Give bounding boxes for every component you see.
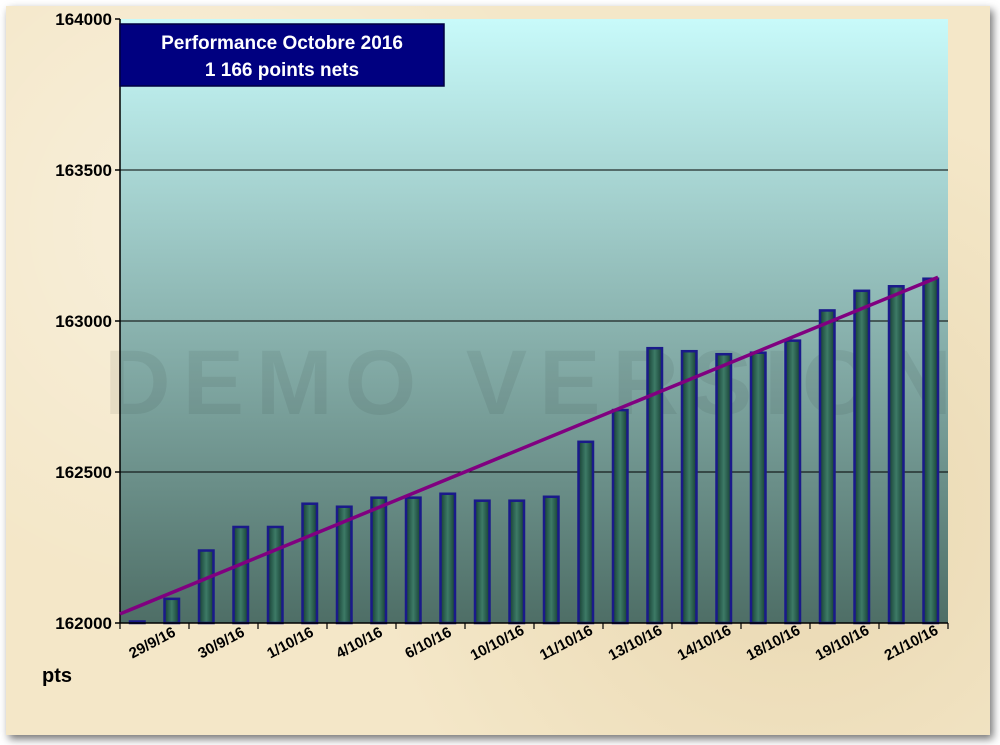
chart-title: Performance Octobre 2016 <box>161 33 403 54</box>
trend-line <box>119 275 939 616</box>
watermark: DEMO VERSION <box>104 332 964 434</box>
bar <box>887 285 905 625</box>
bar <box>611 408 629 625</box>
x-tick-label: 14/10/16 <box>675 622 735 664</box>
bar <box>922 277 940 625</box>
grid-lines <box>120 169 948 473</box>
bar <box>680 349 698 625</box>
title-box: Performance Octobre 2016 1 166 points ne… <box>119 23 445 87</box>
x-tick-label: 29/9/16 <box>126 624 178 663</box>
x-tick-label: 10/10/16 <box>468 622 528 664</box>
bar <box>404 496 422 625</box>
bar <box>853 289 871 625</box>
y-tick-labels: 162000 162500 163000 163500 164000 <box>55 10 112 633</box>
x-tick-label: 6/10/16 <box>402 624 454 663</box>
x-tick-label: 4/10/16 <box>333 624 385 663</box>
bar <box>784 339 802 625</box>
x-tick-label: 21/10/16 <box>882 622 942 664</box>
x-tick-label: 1/10/16 <box>264 624 316 663</box>
bar <box>749 351 767 625</box>
x-tick-label: 13/10/16 <box>606 622 666 664</box>
bar <box>197 549 215 625</box>
y-tick-label: 163500 <box>55 161 112 180</box>
y-tick-label: 162000 <box>55 614 112 633</box>
bar <box>439 492 457 625</box>
bar <box>577 440 595 625</box>
bar <box>301 502 319 625</box>
y-tick-label: 162500 <box>55 463 112 482</box>
bar <box>508 499 526 625</box>
y-axis-unit-label: pts <box>42 665 72 687</box>
chart-subtitle: 1 166 points nets <box>205 60 359 81</box>
bar <box>232 525 250 625</box>
x-tick-label: 19/10/16 <box>813 622 873 664</box>
bars <box>128 277 940 625</box>
axes <box>115 18 949 629</box>
x-tick-label: 11/10/16 <box>537 622 596 664</box>
bar <box>646 346 664 625</box>
bar <box>473 499 491 625</box>
x-tick-label: 18/10/16 <box>744 622 804 664</box>
chart: DEMO VERSION 162000 162500 163000 163500 164… <box>42 10 964 687</box>
x-tick-label: 30/9/16 <box>195 624 247 663</box>
bar <box>163 597 181 625</box>
bar <box>542 495 560 625</box>
title-background <box>119 23 445 87</box>
bar <box>818 309 836 625</box>
y-tick-label: 164000 <box>55 10 112 29</box>
bar <box>266 525 284 625</box>
bar <box>370 496 388 625</box>
chart-frame: DEMO VERSION 162000 162500 163000 163500 164… <box>6 6 990 735</box>
y-tick-label: 163000 <box>55 312 112 331</box>
bar <box>715 352 733 625</box>
